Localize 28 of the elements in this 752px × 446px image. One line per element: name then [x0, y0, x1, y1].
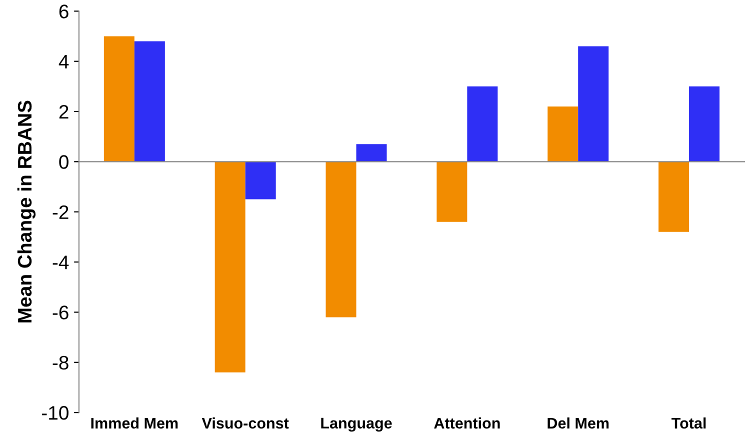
bar [689, 86, 720, 162]
y-tick-label: -6 [52, 306, 68, 320]
y-tick-label: -4 [52, 256, 69, 270]
bar [134, 41, 165, 162]
bar [467, 86, 498, 162]
x-tick-label: Visuo-const [202, 417, 289, 429]
bar [658, 162, 690, 232]
y-tick-label: 2 [59, 104, 68, 119]
x-tick-label: Del Mem [548, 417, 609, 429]
y-tick-label: 6 [59, 4, 68, 18]
y-axis-title: Mean Change in RBANS [17, 100, 36, 322]
bar [104, 36, 134, 162]
y-tick-label: -10 [42, 406, 68, 420]
x-tick-label: Total [672, 417, 706, 429]
y-tick-label: 0 [59, 155, 68, 169]
y-tick-label: 4 [58, 54, 69, 68]
bar [436, 162, 468, 222]
y-tick-label: -8 [52, 356, 68, 370]
x-tick-label: Immed Mem [91, 417, 178, 429]
bar [548, 106, 578, 162]
bar [356, 144, 387, 162]
y-tick-label: -2 [52, 205, 68, 219]
x-tick-label: Attention [434, 417, 500, 429]
bar [245, 162, 276, 200]
x-tick-label: Language [321, 418, 392, 432]
bar [214, 162, 246, 372]
bar [578, 46, 609, 162]
bar [326, 162, 356, 318]
